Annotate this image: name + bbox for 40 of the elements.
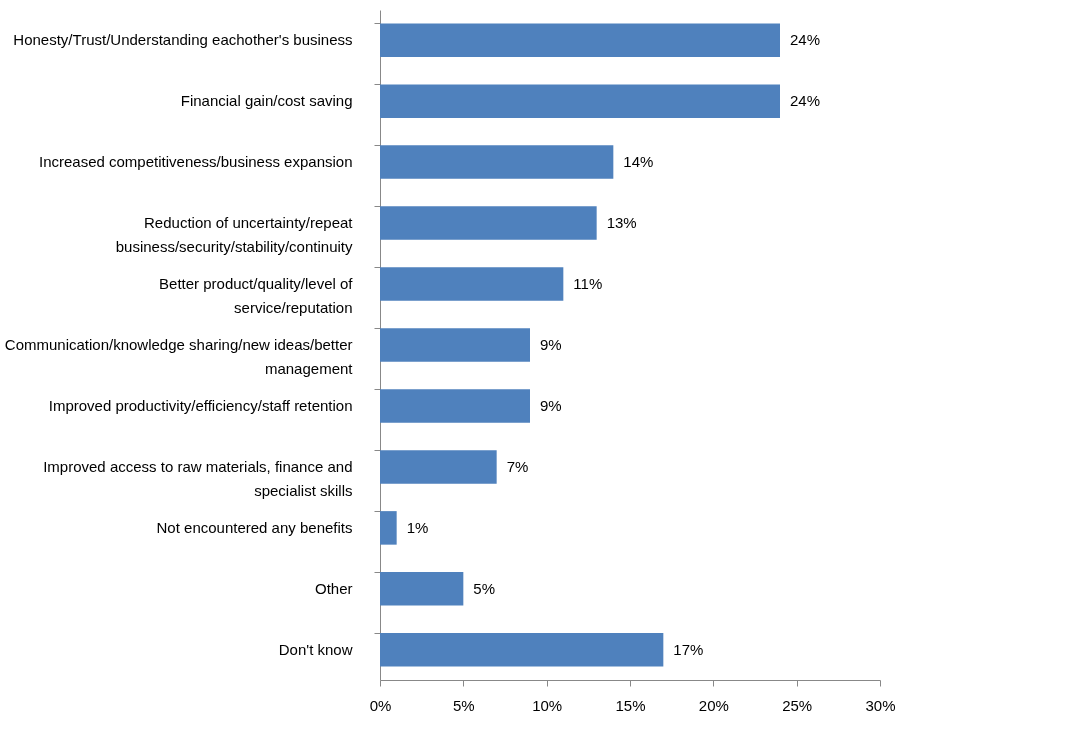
- data-label: 13%: [606, 214, 637, 232]
- bar: [380, 572, 464, 606]
- bar: [380, 389, 530, 423]
- y-tick-label: Don't know: [278, 640, 353, 658]
- y-tick-label: Not encountered any benefits: [156, 518, 353, 536]
- x-tick-label: 30%: [865, 696, 896, 714]
- y-tick-label: Financial gain/cost saving: [180, 92, 353, 110]
- x-tick-label: 25%: [782, 696, 813, 714]
- data-label: 24%: [790, 31, 821, 49]
- y-tick-label: Improved productivity/efficiency/staff retention: [48, 396, 353, 414]
- y-tick-label: Other: [314, 579, 353, 597]
- x-tick-label: 20%: [698, 696, 729, 714]
- bar: [380, 206, 597, 240]
- bar: [380, 328, 530, 362]
- data-label: 5%: [473, 579, 496, 597]
- bar: [380, 633, 664, 667]
- data-label: 11%: [573, 275, 603, 293]
- bar: [380, 84, 780, 118]
- y-tick-label: Honesty/Trust/Understanding eachother's business: [13, 31, 353, 49]
- bar: [380, 267, 564, 301]
- data-label: 9%: [540, 336, 562, 353]
- y-tick-label: Better product/quality/level of service/reputation: [159, 275, 354, 317]
- bar: [380, 450, 497, 484]
- bar: [380, 23, 780, 57]
- x-tick-label: 0%: [369, 696, 392, 714]
- bar: [380, 145, 614, 179]
- data-label: 7%: [506, 457, 529, 475]
- data-label: 17%: [673, 640, 704, 658]
- data-label: 9%: [540, 396, 562, 414]
- y-tick-label: Improved access to raw materials, finance and specialist skills: [43, 457, 353, 499]
- data-label: 14%: [623, 153, 654, 171]
- x-tick-label: 5%: [452, 696, 475, 714]
- x-tick-label: 10%: [532, 696, 563, 714]
- y-tick-label: Reduction of uncertainty/repeat business/security/stability/continuity: [115, 214, 354, 256]
- y-tick-label: Communication/knowledge sharing/new ideas/better management: [4, 336, 354, 377]
- bar: [380, 511, 397, 545]
- data-label: 24%: [790, 92, 821, 110]
- x-tick-label: 15%: [615, 696, 646, 714]
- y-tick-label: Increased competitiveness/business expansion: [38, 153, 353, 171]
- data-label: 1%: [406, 518, 429, 536]
